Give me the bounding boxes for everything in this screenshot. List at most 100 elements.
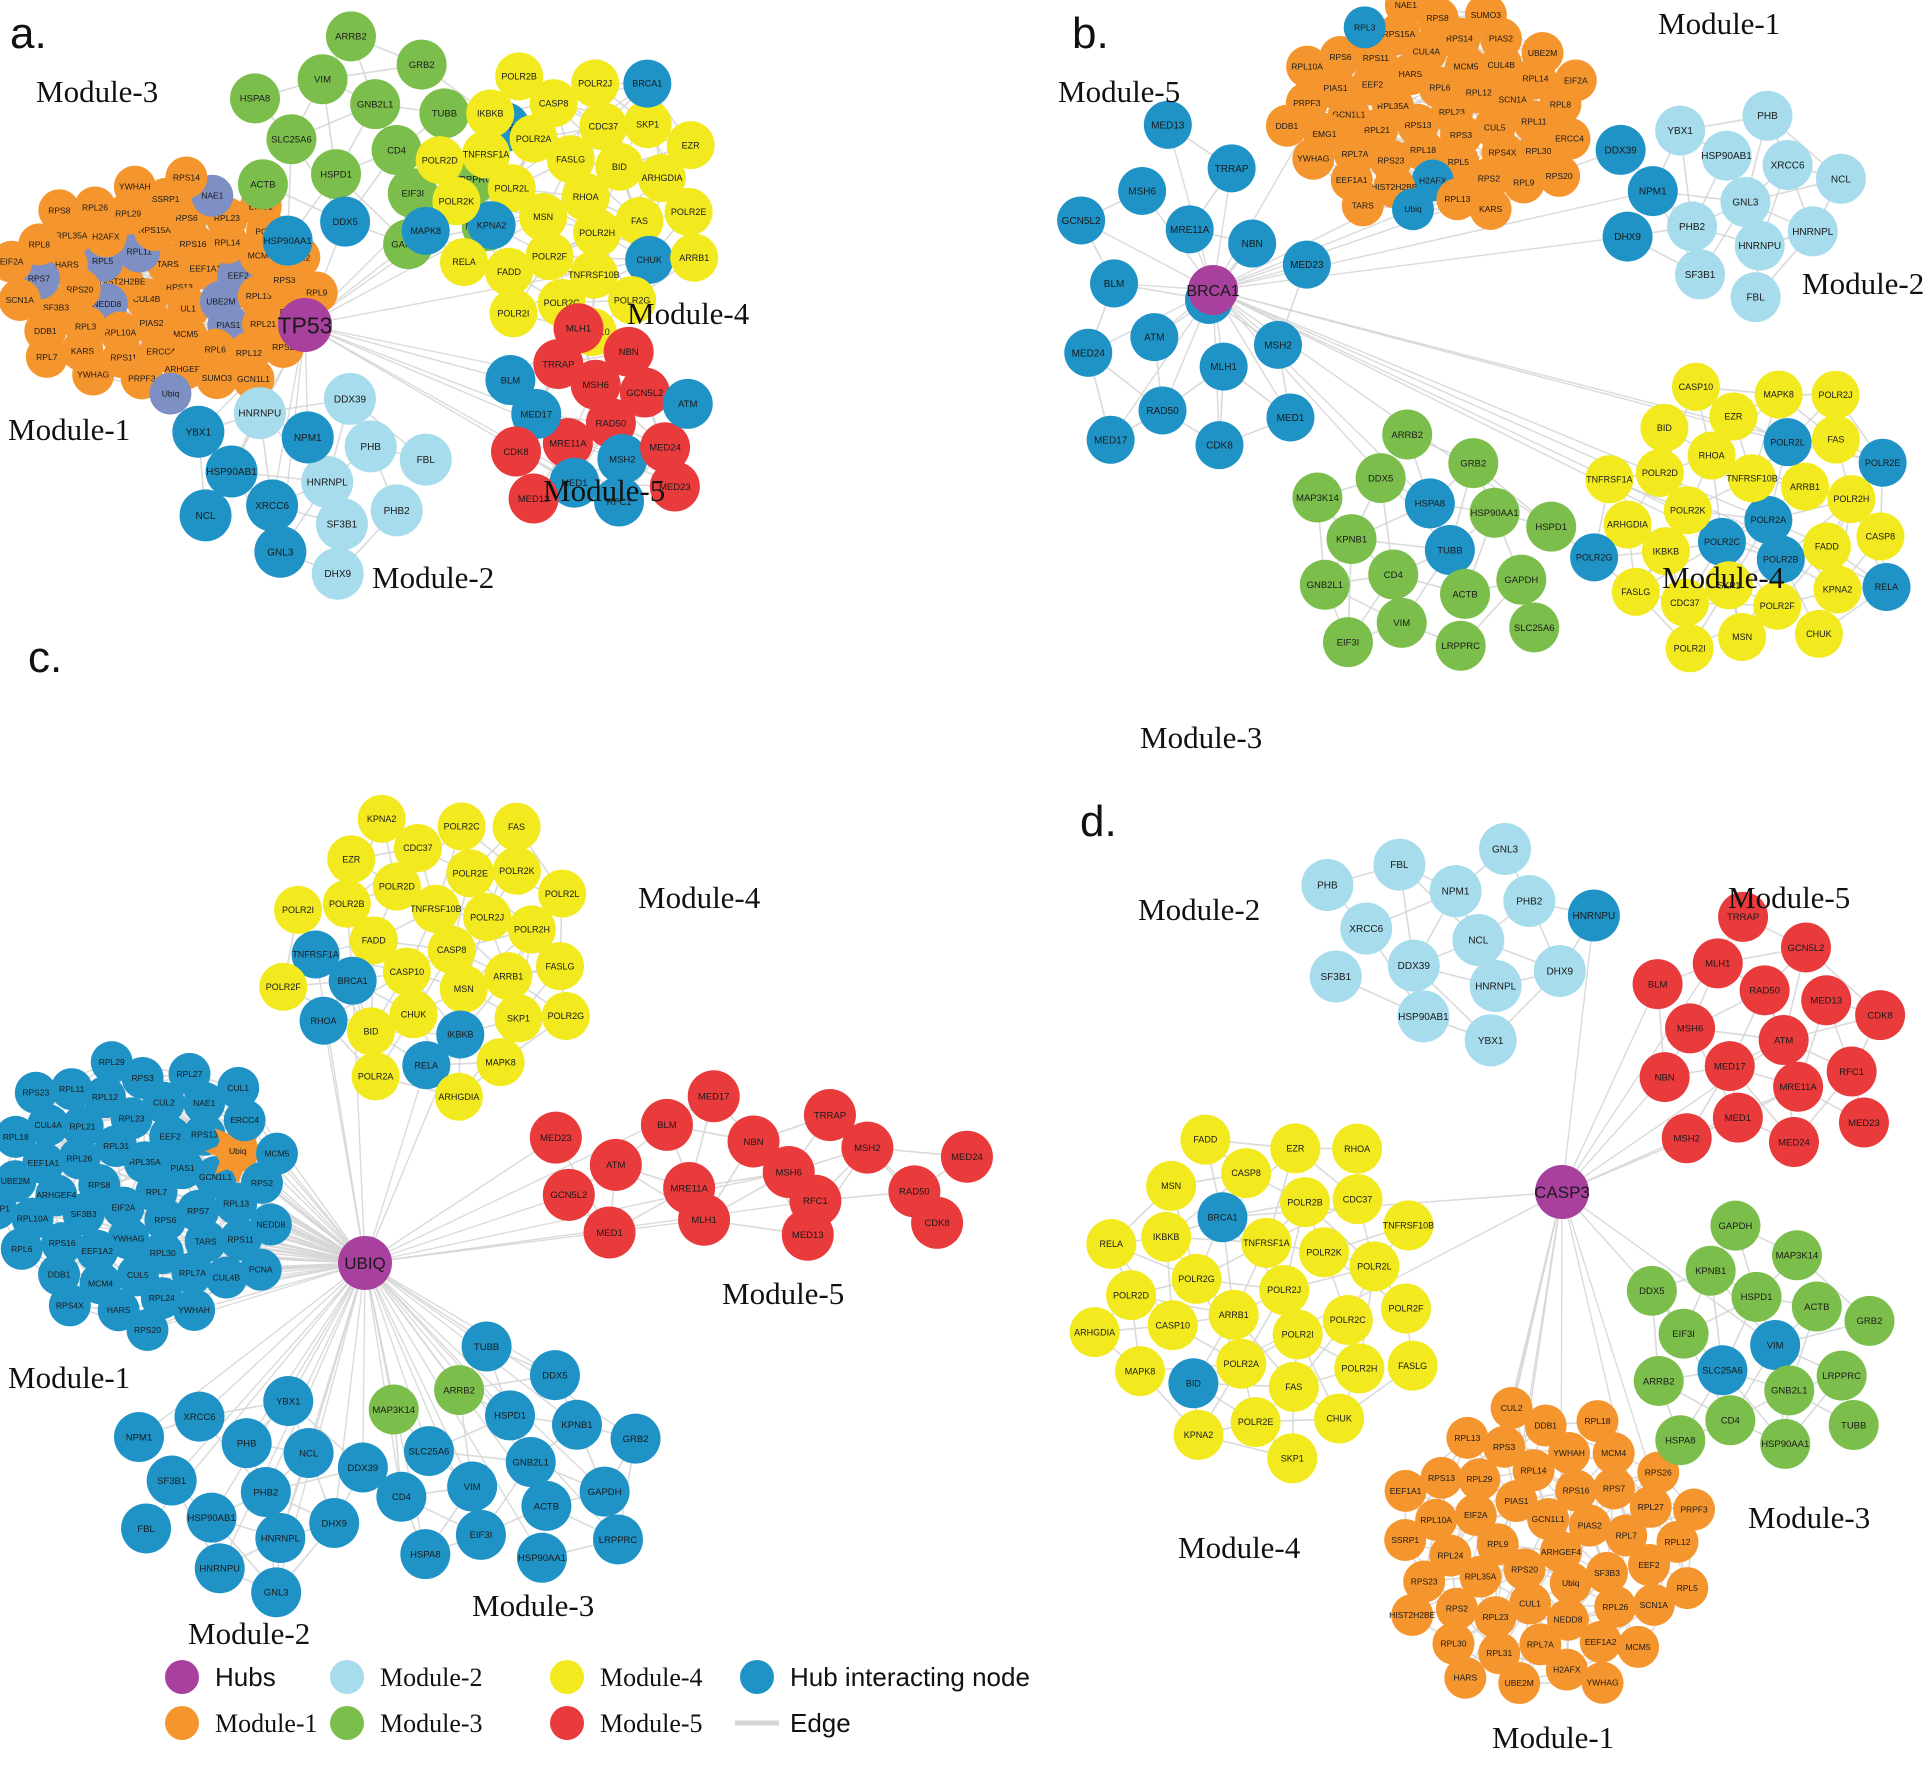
node-POLR2J[interactable]: POLR2J <box>571 59 620 108</box>
node-FAS[interactable]: FAS <box>1811 415 1860 464</box>
node-CASP10[interactable]: CASP10 <box>1147 1300 1198 1351</box>
node-TUBB[interactable]: TUBB <box>461 1321 512 1372</box>
node-YBX1[interactable]: YBX1 <box>172 405 225 458</box>
node-MSN[interactable]: MSN <box>1718 612 1767 661</box>
node-CD4[interactable]: CD4 <box>376 1471 427 1522</box>
node-ARRB1[interactable]: ARRB1 <box>1208 1289 1259 1340</box>
node-ARRB2[interactable]: ARRB2 <box>1633 1355 1684 1406</box>
node-HSP90AB1[interactable]: HSP90AB1 <box>1701 130 1752 181</box>
node-SF3B1[interactable]: SF3B1 <box>1675 249 1726 300</box>
node-FAS[interactable]: FAS <box>492 802 541 851</box>
node-MSN[interactable]: MSN <box>1146 1160 1197 1211</box>
node-RPL3[interactable]: RPL3 <box>1343 6 1386 49</box>
node-SF3B1[interactable]: SF3B1 <box>315 498 368 551</box>
node-BLM[interactable]: BLM <box>485 355 536 406</box>
node-RPS16[interactable]: RPS16 <box>1555 1469 1598 1512</box>
node-CHUK[interactable]: CHUK <box>1794 609 1843 658</box>
node-HSP90AA1[interactable]: HSP90AA1 <box>1760 1418 1811 1469</box>
node-DDX5[interactable]: DDX5 <box>1355 453 1406 504</box>
node-HSPA8[interactable]: HSPA8 <box>400 1529 451 1580</box>
node-TUBB[interactable]: TUBB <box>1424 525 1475 575</box>
node-HNRNPU[interactable]: HNRNPU <box>194 1543 245 1594</box>
node-MED13[interactable]: MED13 <box>781 1208 834 1261</box>
node-RPL26[interactable]: RPL26 <box>74 186 117 229</box>
node-KPNB1[interactable]: KPNB1 <box>1326 514 1377 565</box>
node-RPL23[interactable]: RPL23 <box>1474 1596 1517 1639</box>
node-NBN[interactable]: NBN <box>1228 219 1277 268</box>
node-PHB[interactable]: PHB <box>221 1418 272 1469</box>
node-BID[interactable]: BID <box>347 1007 396 1056</box>
node-HNRNPU[interactable]: HNRNPU <box>1567 889 1620 942</box>
node-RPL13[interactable]: RPL13 <box>1446 1416 1489 1459</box>
node-MED17[interactable]: MED17 <box>687 1070 740 1123</box>
node-NPM1[interactable]: NPM1 <box>1627 166 1678 217</box>
node-HSP90AB1[interactable]: HSP90AB1 <box>186 1492 237 1543</box>
node-MED23[interactable]: MED23 <box>1282 240 1331 289</box>
node-ACTB[interactable]: ACTB <box>1791 1281 1842 1332</box>
node-CASP8[interactable]: CASP8 <box>1221 1148 1272 1199</box>
node-HNRNPL[interactable]: HNRNPL <box>1469 960 1522 1013</box>
node-EIF3I[interactable]: EIF3I <box>1658 1308 1709 1359</box>
node-ERCC4[interactable]: ERCC4 <box>1548 117 1591 160</box>
node-GNL3[interactable]: GNL3 <box>1720 177 1771 227</box>
node-MAPK8[interactable]: MAPK8 <box>401 206 450 255</box>
node-HSPD1[interactable]: HSPD1 <box>1526 501 1577 552</box>
node-RELA[interactable]: RELA <box>439 238 488 287</box>
node-DDB1[interactable]: DDB1 <box>1265 104 1308 147</box>
node-EIF3I[interactable]: EIF3I <box>455 1509 506 1560</box>
node-DDX39[interactable]: DDX39 <box>1387 939 1440 992</box>
node-LRPPRC[interactable]: LRPPRC <box>1816 1350 1867 1401</box>
node-CUL1[interactable]: CUL1 <box>217 1066 260 1109</box>
node-HSP90AA1[interactable]: HSP90AA1 <box>516 1532 567 1583</box>
node-LRPPRC[interactable]: LRPPRC <box>592 1514 643 1565</box>
node-PRPF3[interactable]: PRPF3 <box>1673 1488 1716 1531</box>
hub-node-CASP3[interactable]: CASP3 <box>1534 1165 1590 1219</box>
node-PHB[interactable]: PHB <box>1742 90 1793 141</box>
node-POLR2H[interactable]: POLR2H <box>573 208 622 257</box>
node-NBN[interactable]: NBN <box>1639 1052 1690 1103</box>
node-ATM[interactable]: ATM <box>589 1138 642 1191</box>
node-PHB2[interactable]: PHB2 <box>1503 874 1556 927</box>
node-MSH6[interactable]: MSH6 <box>1665 1003 1716 1054</box>
node-EIF2A[interactable]: EIF2A <box>1454 1493 1497 1536</box>
node-SF3B1[interactable]: SF3B1 <box>1309 950 1362 1003</box>
node-POLR2E[interactable]: POLR2E <box>664 187 713 236</box>
node-POLR2D[interactable]: POLR2D <box>1106 1270 1157 1321</box>
node-Ubiq[interactable]: Ubiq <box>1549 1562 1592 1605</box>
node-GNB2L1[interactable]: GNB2L1 <box>505 1437 556 1487</box>
node-POLR2B[interactable]: POLR2B <box>322 879 371 928</box>
node-EIF2A[interactable]: EIF2A <box>1554 59 1597 102</box>
node-Ubiq[interactable]: Ubiq <box>149 372 192 415</box>
node-ARHGDIA[interactable]: ARHGDIA <box>434 1072 483 1121</box>
node-RAD50[interactable]: RAD50 <box>1739 965 1790 1016</box>
node-BID[interactable]: BID <box>1168 1358 1219 1409</box>
node-HSPD1[interactable]: HSPD1 <box>1731 1271 1782 1322</box>
node-SCN1A[interactable]: SCN1A <box>0 278 41 321</box>
node-XRCC6[interactable]: XRCC6 <box>1340 902 1393 955</box>
node-GCN5L2[interactable]: GCN5L2 <box>1057 196 1106 245</box>
node-SLC25A6[interactable]: SLC25A6 <box>266 114 317 165</box>
node-RPS20[interactable]: RPS20 <box>126 1308 169 1351</box>
node-RPL10A[interactable]: RPL10A <box>1286 45 1329 88</box>
node-HNRNPL[interactable]: HNRNPL <box>255 1513 306 1564</box>
node-FADD[interactable]: FADD <box>1180 1114 1231 1165</box>
hub-node-UBIQ[interactable]: UBIQ <box>338 1236 392 1290</box>
node-RPS4X[interactable]: RPS4X <box>48 1284 91 1327</box>
node-POLR2G[interactable]: POLR2G <box>541 991 590 1040</box>
node-DHX9[interactable]: DHX9 <box>309 1498 360 1549</box>
node-MSN[interactable]: MSN <box>439 964 488 1013</box>
node-MLH1[interactable]: MLH1 <box>553 303 604 354</box>
node-DDX39[interactable]: DDX39 <box>323 372 376 425</box>
node-FBL[interactable]: FBL <box>121 1503 172 1554</box>
node-FASLG[interactable]: FASLG <box>535 942 584 991</box>
node-GNL3[interactable]: GNL3 <box>1479 823 1532 876</box>
node-MLH1[interactable]: MLH1 <box>1692 938 1743 989</box>
node-YBX1[interactable]: YBX1 <box>1464 1014 1517 1067</box>
node-GNL3[interactable]: GNL3 <box>254 525 307 578</box>
node-TRRAP[interactable]: TRRAP <box>1207 144 1256 193</box>
node-ACTB[interactable]: ACTB <box>237 159 288 210</box>
node-DDX39[interactable]: DDX39 <box>1595 124 1646 175</box>
node-PCNA[interactable]: PCNA <box>239 1248 282 1291</box>
node-RPS14[interactable]: RPS14 <box>165 156 208 199</box>
node-TNFRSF1A[interactable]: TNFRSF1A <box>462 130 511 179</box>
